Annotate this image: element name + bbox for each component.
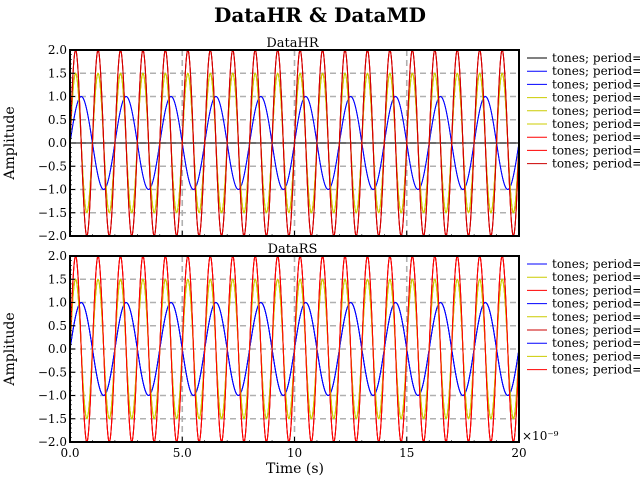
y-tick-label: −0.5 — [38, 159, 67, 173]
panel-datahr: 2.0 1.5 1.0 0.5 0.0 −0.5 −1.0 −1.5 −2.0 DataHR Amp… — [2, 36, 640, 243]
panel-title: DataRS — [268, 242, 318, 257]
legend-entry: tones; period= — [552, 91, 640, 105]
x-tick-label: 10 — [287, 446, 302, 460]
y-tick-label: 2.0 — [48, 249, 67, 263]
y-tick-label: 0.0 — [48, 342, 67, 356]
series-line-8 — [70, 50, 519, 236]
y-tick-label: 1.5 — [48, 66, 67, 80]
legend-entry: tones; period= — [552, 157, 640, 171]
y-tick-label: −1.5 — [38, 412, 67, 426]
y-tick-label: 1.0 — [48, 296, 67, 310]
y-tick-label: −2.0 — [38, 229, 67, 243]
series-group — [70, 256, 519, 442]
y-tick-label: −1.5 — [38, 206, 67, 220]
legend-entry: tones; period= — [552, 270, 640, 284]
legend-entry: tones; period= — [552, 323, 640, 337]
x-tick-label: 15 — [399, 446, 414, 460]
legend-entry: tones; period= — [552, 104, 640, 118]
legend-entry: tones; period= — [552, 349, 640, 363]
series-line-8 — [70, 256, 519, 442]
legend-entry: tones; period= — [552, 143, 640, 157]
legend-entry: tones; period= — [552, 283, 640, 297]
x-axis-label: Time (s) — [266, 461, 324, 477]
legend-entry: tones; period= — [552, 117, 640, 131]
y-axis-label: Amplitude — [2, 312, 18, 386]
legend-entry: tones; period= — [552, 130, 640, 144]
y-axis-label: Amplitude — [2, 106, 18, 180]
y-tick-label: 0.5 — [48, 319, 67, 333]
x-tick-label: 20 — [511, 446, 526, 460]
legend-entry: tones; period= — [552, 336, 640, 350]
x-offset-text: ×10⁻⁹ — [522, 429, 559, 443]
series-group — [70, 50, 519, 236]
y-tick-label: 0.5 — [48, 113, 67, 127]
legend-entry: tones; period= — [552, 77, 640, 91]
y-tick-label: −2.0 — [38, 435, 67, 449]
y-tick-label: −1.0 — [38, 183, 67, 197]
x-tick-label: 5.0 — [173, 446, 192, 460]
legend-entry: tones; period= — [552, 51, 640, 65]
y-tick-label: −1.0 — [38, 389, 67, 403]
panel-datars: 2.01.51.00.50.0−0.5−1.0−1.5−2.00.0 5.0 10 1… — [2, 242, 640, 460]
x-tick-label: 0.0 — [60, 446, 79, 460]
legend-entry: tones; period= — [552, 297, 640, 311]
y-tick-label: 1.5 — [48, 272, 67, 286]
y-tick-label: −0.5 — [38, 365, 67, 379]
y-tick-label: 0.0 — [48, 136, 67, 150]
panel-title: DataHR — [266, 36, 319, 51]
legend-entry: tones; period= — [552, 310, 640, 324]
legend-entry: tones; period= — [552, 64, 640, 78]
legend-entry: tones; period= — [552, 257, 640, 271]
legend-entry: tones; period= — [552, 363, 640, 377]
y-tick-label: 1.0 — [48, 90, 67, 104]
y-tick-label: 2.0 — [48, 43, 67, 57]
figure-title: DataHR & DataMD — [214, 3, 426, 27]
